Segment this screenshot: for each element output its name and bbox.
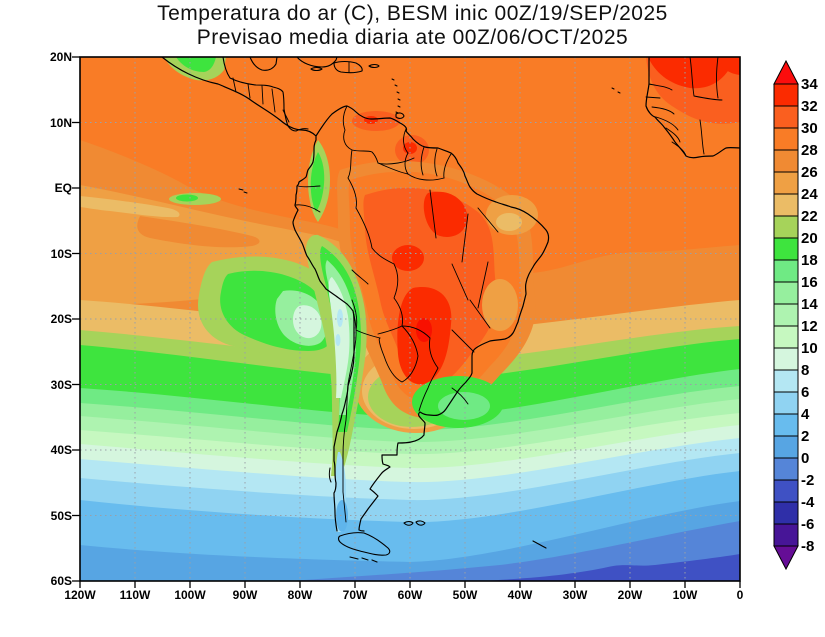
- colorbar-segment: [773, 457, 799, 481]
- colorbar-label: 14: [801, 296, 818, 313]
- colorbar-segment: [773, 149, 799, 173]
- colorbar-label: 16: [801, 274, 818, 291]
- x-tick-label: 90W: [232, 588, 258, 602]
- colorbar-segment: [773, 435, 799, 459]
- x-tick-label: 50W: [452, 588, 478, 602]
- colorbar-label: 2: [801, 428, 810, 445]
- colorbar-label: 26: [801, 164, 818, 181]
- colorbar-segment: [773, 171, 799, 195]
- x-tick-label: 40W: [507, 588, 533, 602]
- colorbar-arrow: [773, 59, 799, 85]
- colorbar-label: 34: [801, 76, 818, 93]
- y-tick-label: 30S: [50, 377, 72, 392]
- colorbar-segment: [773, 325, 799, 349]
- colorbar-segment: [773, 259, 799, 283]
- colorbar-segment: [773, 479, 799, 503]
- plot-title: Temperatura do ar (C), BESM inic 00Z/19/…: [157, 2, 668, 25]
- colorbar-segment: [773, 303, 799, 327]
- y-tick-label: 10S: [50, 246, 72, 261]
- x-tick-label: 60W: [397, 588, 423, 602]
- y-tick-label: 60S: [50, 574, 72, 588]
- colorbar-label: 22: [801, 208, 818, 225]
- colorbar-label: 20: [801, 230, 818, 247]
- colorbar-segment: [773, 523, 799, 547]
- coastlines: [161, 57, 740, 563]
- colorbar-segment: [773, 501, 799, 525]
- colorbar-segment: [773, 215, 799, 239]
- x-tick-label: 120W: [64, 588, 96, 602]
- colorbar-label: -8: [801, 538, 815, 555]
- y-tick-label: EQ: [54, 181, 72, 195]
- plot-subtitle: Previsao media diaria ate 00Z/06/OCT/202…: [196, 26, 629, 49]
- y-tick-label: 20N: [49, 50, 72, 64]
- colorbar-segment: [773, 347, 799, 371]
- colorbar-label: 24: [801, 186, 818, 203]
- x-tick-label: 20W: [617, 588, 643, 602]
- colorbar-label: 0: [801, 450, 810, 467]
- axis-tick-marks: [72, 56, 741, 588]
- x-tick-label: 30W: [562, 588, 588, 602]
- colorbar-label: 4: [801, 406, 810, 423]
- colorbar-label: 28: [801, 142, 818, 159]
- colorbar: [773, 59, 799, 571]
- y-tick-label: 20S: [50, 312, 72, 326]
- graticule-gridlines: [80, 57, 740, 581]
- x-tick-label: 100W: [174, 588, 206, 602]
- colorbar-label: 30: [801, 120, 818, 137]
- colorbar-label: 10: [801, 340, 818, 357]
- colorbar-segment: [773, 413, 799, 437]
- y-tick-label: 50S: [50, 508, 72, 523]
- colorbar-arrow: [773, 545, 799, 571]
- y-tick-label: 40S: [50, 443, 72, 457]
- x-tick-label: 80W: [287, 588, 313, 602]
- y-tick-label: 10N: [49, 115, 72, 130]
- x-tick-label: 70W: [342, 588, 368, 602]
- country-borders: [232, 57, 723, 523]
- colorbar-segment: [773, 127, 799, 151]
- x-tick-label: 110W: [119, 588, 151, 602]
- colorbar-segment: [773, 105, 799, 129]
- colorbar-segment: [773, 391, 799, 415]
- x-tick-label: 10W: [672, 588, 698, 602]
- colorbar-segment: [773, 193, 799, 217]
- colorbar-label: -2: [801, 472, 815, 489]
- colorbar-label: 12: [801, 318, 818, 335]
- colorbar-label: -4: [801, 494, 815, 511]
- colorbar-label: 8: [801, 362, 810, 379]
- colorbar-label: 18: [801, 252, 818, 269]
- x-tick-label: 0: [736, 588, 744, 602]
- colorbar-segment: [773, 83, 799, 107]
- colorbar-segment: [773, 237, 799, 261]
- colorbar-label: 6: [801, 384, 810, 401]
- colorbar-label: -6: [801, 516, 815, 533]
- colorbar-segment: [773, 281, 799, 305]
- colorbar-label: 32: [801, 98, 818, 115]
- colorbar-segment: [773, 369, 799, 393]
